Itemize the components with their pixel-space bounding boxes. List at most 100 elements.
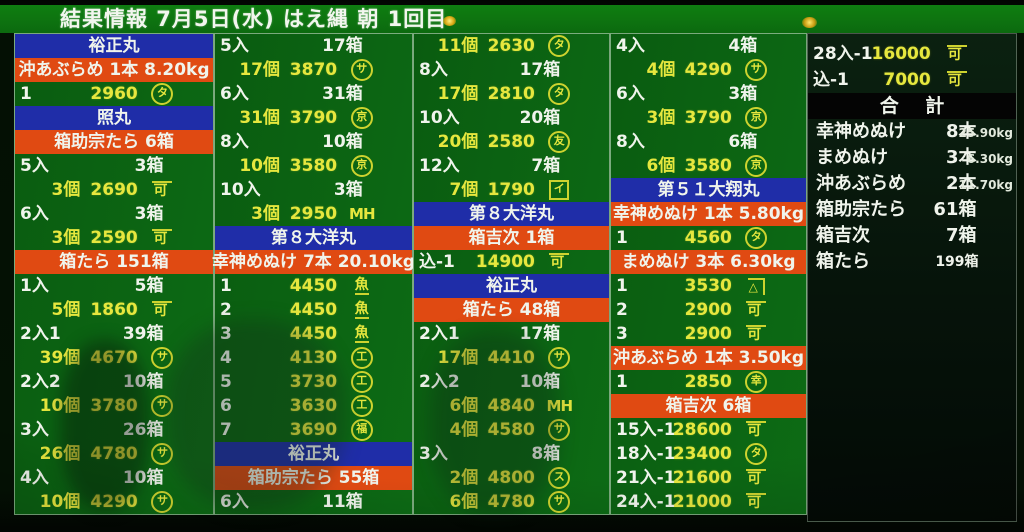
vessel-name: 第５１大翔丸 (657, 180, 760, 200)
results-column-4: 4入 4箱 4個 4290 サ 6入 3箱 3個 3790 京 8入 6箱 6個 3580 京第５１大翔丸幸… (610, 33, 807, 515)
buyer-mark-slot: サ (738, 58, 775, 82)
bid-index: 6 (220, 396, 232, 416)
vessel-name: 裕正丸 (88, 36, 140, 56)
bid-price: 1790 (487, 180, 535, 200)
buyer-mark: 福 (350, 419, 373, 441)
entry-label: 8入 (419, 60, 448, 80)
entry-count-row: 2入2 10箱 (414, 370, 609, 394)
entry-count-row: 2入1 17箱 (414, 322, 609, 346)
bid-row: 4 4130 工 (215, 346, 412, 370)
buyer-mark: タ (745, 227, 768, 249)
buyer-mark: サ (151, 491, 174, 513)
entry-count-row: 3入 26箱 (15, 418, 213, 442)
bid-price: 4800 (487, 468, 535, 488)
entry-count-row: 4入 4箱 (611, 34, 806, 58)
lot-summary-band: まめぬけ 3本 6.30kg (611, 250, 806, 274)
total-amount: 7箱 (945, 225, 977, 246)
buyer-mark: 魚 (354, 277, 369, 295)
bid-row: 3個 2950 MH (215, 202, 412, 226)
buyer-mark-slot: 魚 (343, 322, 380, 346)
piece-count: 6個 (449, 492, 479, 512)
total-amount: 2本 (945, 173, 977, 194)
bid-index: 1 (616, 276, 628, 296)
vessel-name-band: 照丸 (15, 106, 213, 130)
piece-count: 4個 (449, 420, 479, 440)
buyer-mark: 可 (152, 229, 173, 247)
bid-row: 10個 4290 サ (15, 490, 213, 514)
bid-price: 4130 (289, 348, 338, 368)
piece-count: 5個 (51, 300, 81, 320)
entry-label: 6入 (220, 84, 249, 104)
buyer-mark: サ (745, 59, 768, 81)
buyer-mark-slot: サ (144, 442, 182, 466)
total-weight: 11.70kg (958, 178, 1013, 192)
entry-label: 6入 (220, 492, 249, 512)
buyer-mark: MH (349, 205, 376, 223)
lot-summary-band: 沖あぶらめ 1本 8.20kg (15, 58, 213, 82)
buyer-mark: 可 (549, 253, 570, 271)
species-name: 沖あぶらめ (816, 173, 906, 194)
lot-summary: 箱たら 151箱 (59, 252, 169, 272)
piece-count: 7個 (449, 180, 479, 200)
bid-row: 4個 4580 サ (414, 418, 609, 442)
bid-price: 3790 (289, 108, 338, 128)
lot-summary-band: 箱吉次 1箱 (414, 226, 609, 250)
piece-count: 20個 (437, 132, 479, 152)
bid-price: 2850 (684, 372, 732, 392)
bid-row: 3個 2590 可 (15, 226, 213, 250)
buyer-mark-slot: 工 (343, 394, 380, 418)
entry-label: 12入 (419, 156, 460, 176)
vessel-name: 照丸 (97, 108, 131, 128)
bid-row: 2 4450 魚 (215, 298, 412, 322)
box-count: 8箱 (531, 444, 561, 464)
vessel-name-band: 裕正丸 (15, 34, 213, 58)
bid-price: 4780 (90, 444, 138, 464)
entry-label: 4入 (616, 36, 645, 56)
box-count: 5箱 (134, 276, 164, 296)
entry-label: 3入 (419, 444, 448, 464)
totals-row: 箱吉次 7箱 (808, 223, 1016, 249)
bid-price: 28600 (672, 420, 732, 440)
entry-label: 3入 (20, 420, 49, 440)
vessel-name-band: 第５１大翔丸 (611, 178, 806, 202)
piece-count: 17個 (239, 60, 280, 80)
vessel-name: 裕正丸 (288, 444, 339, 464)
entry-count-row: 10入 3箱 (215, 178, 412, 202)
buyer-mark-slot: 可 (738, 322, 775, 346)
page-title: 結果情報 7月5日(水) はえ縄 朝 1回目 (60, 7, 448, 31)
buyer-mark-slot: 魚 (343, 298, 380, 322)
totals-header: 合 計 (808, 93, 1016, 119)
entry-count-row: 6入 31箱 (215, 82, 412, 106)
bid-price: 2950 (289, 204, 338, 224)
bid-row: 5 3730 工 (215, 370, 412, 394)
lot-summary: 箱助宗たら 55箱 (247, 468, 380, 488)
box-count: 10箱 (519, 372, 561, 392)
bid-row: 1 2960 タ (15, 82, 213, 106)
bid-index: 込-1 (419, 252, 455, 272)
entry-label: 2入1 (20, 324, 61, 344)
buyer-mark-slot: △ (738, 274, 775, 298)
bid-price: 3730 (289, 372, 338, 392)
buyer-mark-slot: 友 (541, 130, 578, 154)
buyer-mark-slot: タ (738, 226, 775, 250)
bid-price: 4450 (289, 300, 338, 320)
bid-index: 3 (616, 324, 628, 344)
piece-count: 6個 (646, 156, 676, 176)
bid-row: 6個 3580 京 (611, 154, 806, 178)
buyer-mark: ス (548, 467, 571, 489)
bid-price: 21600 (672, 468, 732, 488)
bid-row: 17個 2810 タ (414, 82, 609, 106)
vessel-name: 第８大洋丸 (271, 228, 356, 248)
buyer-mark-slot: 魚 (343, 274, 380, 298)
piece-count: 17個 (437, 348, 479, 368)
entry-label: 2入2 (419, 372, 460, 392)
buyer-mark-slot: イ (541, 178, 578, 202)
species-name: 幸神めぬけ (816, 121, 906, 142)
totals-row: 幸神めぬけ 8本 25.90kg (808, 119, 1016, 145)
lot-summary: 箱たら 48箱 (462, 300, 561, 320)
lot-summary: 沖あぶらめ 1本 8.20kg (18, 60, 210, 80)
buyer-mark: 京 (745, 155, 768, 177)
bid-row: 21入-1 21600 可 (611, 466, 806, 490)
entry-label: 6入 (20, 204, 49, 224)
buyer-mark-slot: 京 (738, 106, 775, 130)
